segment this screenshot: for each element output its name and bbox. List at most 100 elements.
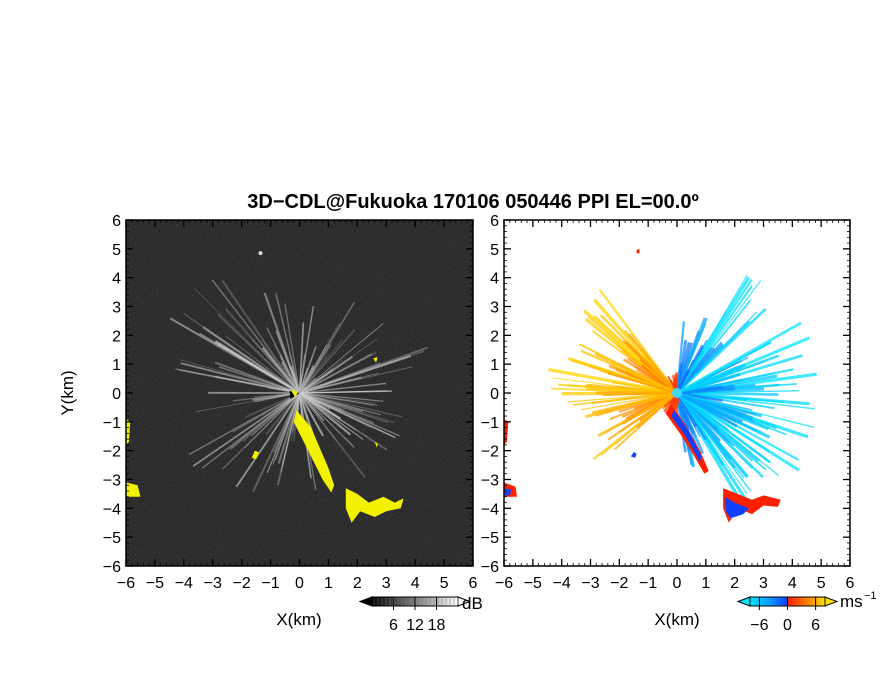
clutter-ray — [298, 346, 317, 394]
velocity-ray — [676, 392, 754, 418]
clutter-ray — [298, 374, 303, 394]
reflectivity-highlight-echoes — [126, 357, 404, 523]
y-tick-label: 6 — [490, 213, 499, 230]
x-tick-label: −6 — [117, 575, 135, 592]
reflectivity-ylabel: Y(km) — [58, 370, 77, 415]
clutter-ray — [221, 279, 301, 394]
clutter-ray — [299, 390, 392, 394]
velocity-ray — [587, 316, 678, 394]
velocity-echo-rays — [548, 274, 817, 503]
reflectivity-axes: −6 −5 −4 −3 −2 −1 0 1 2 3 4 5 6 6 5 4 3 2 1 0 −1 −2 −3 −4 −5 −6 — [103, 213, 478, 592]
x-tick-label: −6 — [495, 575, 513, 592]
velocity-xlabel: X(km) — [654, 610, 699, 629]
colorbar-tick-label: −6 — [750, 617, 768, 634]
edge-echo — [723, 488, 781, 523]
clutter-ray — [222, 392, 300, 470]
clutter-ray — [298, 355, 354, 394]
y-tick-label: −5 — [103, 530, 121, 547]
clutter-ray — [298, 392, 366, 479]
clutter-ray — [298, 302, 355, 394]
clutter-ray — [225, 335, 300, 394]
edge-echo — [636, 248, 640, 254]
clutter-ray — [299, 351, 377, 394]
edge-echo — [630, 452, 637, 458]
reflectivity-colorbar-unit: dB — [462, 594, 483, 613]
velocity-ray — [676, 321, 802, 395]
clutter-ray — [298, 323, 305, 394]
clutter-ray — [217, 313, 301, 394]
clutter-ray — [180, 362, 300, 394]
x-tick-label: 1 — [701, 575, 710, 592]
y-tick-label: −6 — [103, 559, 121, 576]
y-tick-label: 1 — [490, 357, 499, 374]
radar-site-marker — [672, 388, 682, 398]
clutter-ray — [252, 392, 301, 493]
clutter-ray — [299, 355, 411, 394]
highlight-echo — [290, 390, 299, 398]
clutter-ray — [299, 392, 389, 424]
clutter-ray — [251, 392, 300, 437]
clutter-ray — [242, 392, 300, 442]
clutter-ray — [202, 326, 301, 394]
colorbar-tick-label: 12 — [406, 617, 424, 634]
velocity-colorbar: −6 0 6 — [736, 596, 839, 634]
y-tick-label: −3 — [481, 473, 499, 490]
x-tick-label: −5 — [524, 575, 542, 592]
x-tick-label: −1 — [261, 575, 279, 592]
velocity-ray — [676, 391, 771, 464]
figure-title: 3D−CDL@Fukuoka 170106 050446 PPI EL=00.0… — [247, 191, 699, 213]
y-tick-label: 5 — [490, 242, 499, 259]
x-tick-label: 0 — [295, 575, 304, 592]
clutter-ray — [192, 392, 300, 467]
clutter-ray — [299, 392, 357, 431]
velocity-ray — [591, 391, 678, 415]
edge-echo — [671, 410, 702, 463]
y-tick-label: −2 — [481, 444, 499, 461]
x-tick-label: 5 — [440, 575, 449, 592]
edge-echo — [504, 488, 512, 496]
clutter-ray — [298, 354, 314, 394]
clutter-ray — [169, 317, 300, 394]
clutter-ray — [218, 366, 300, 394]
clutter-ray — [225, 308, 301, 394]
clutter-ray — [298, 347, 317, 394]
clutter-ray — [183, 313, 300, 394]
clutter-ray — [273, 392, 301, 453]
velocity-ray — [580, 349, 678, 395]
x-tick-label: 3 — [759, 575, 768, 592]
colorbar-tick-label: 18 — [428, 617, 446, 634]
clutter-ray — [299, 366, 413, 394]
highlight-echo — [293, 410, 335, 493]
x-tick-label: 6 — [469, 575, 478, 592]
y-tick-label: 5 — [112, 242, 121, 259]
y-tick-label: 3 — [112, 300, 121, 317]
velocity-ray — [675, 341, 723, 394]
velocity-colorbar-unit: ms — [840, 592, 863, 611]
clutter-ray — [273, 344, 301, 394]
isolated-echo — [258, 251, 263, 256]
clutter-ray — [299, 376, 362, 394]
velocity-ray — [548, 368, 678, 395]
x-tick-label: 4 — [788, 575, 797, 592]
y-tick-label: 2 — [112, 328, 121, 345]
clutter-ray — [299, 392, 364, 413]
velocity-ray — [607, 372, 678, 395]
x-tick-label: −4 — [553, 575, 571, 592]
velocity-ray — [676, 392, 767, 471]
clutter-ray — [299, 362, 381, 394]
y-tick-label: 4 — [490, 271, 499, 288]
clutter-ray — [299, 350, 425, 394]
y-tick-label: −1 — [103, 415, 121, 432]
velocity-ray — [597, 391, 678, 438]
clutter-ray — [275, 293, 301, 394]
clutter-ray — [299, 392, 388, 451]
y-tick-label: −1 — [481, 415, 499, 432]
highlight-echo — [374, 442, 378, 448]
x-tick-label: −3 — [581, 575, 599, 592]
clutter-ray — [299, 382, 387, 394]
clutter-ray — [178, 369, 300, 394]
clutter-ray — [263, 292, 301, 394]
velocity-ray — [676, 391, 779, 396]
